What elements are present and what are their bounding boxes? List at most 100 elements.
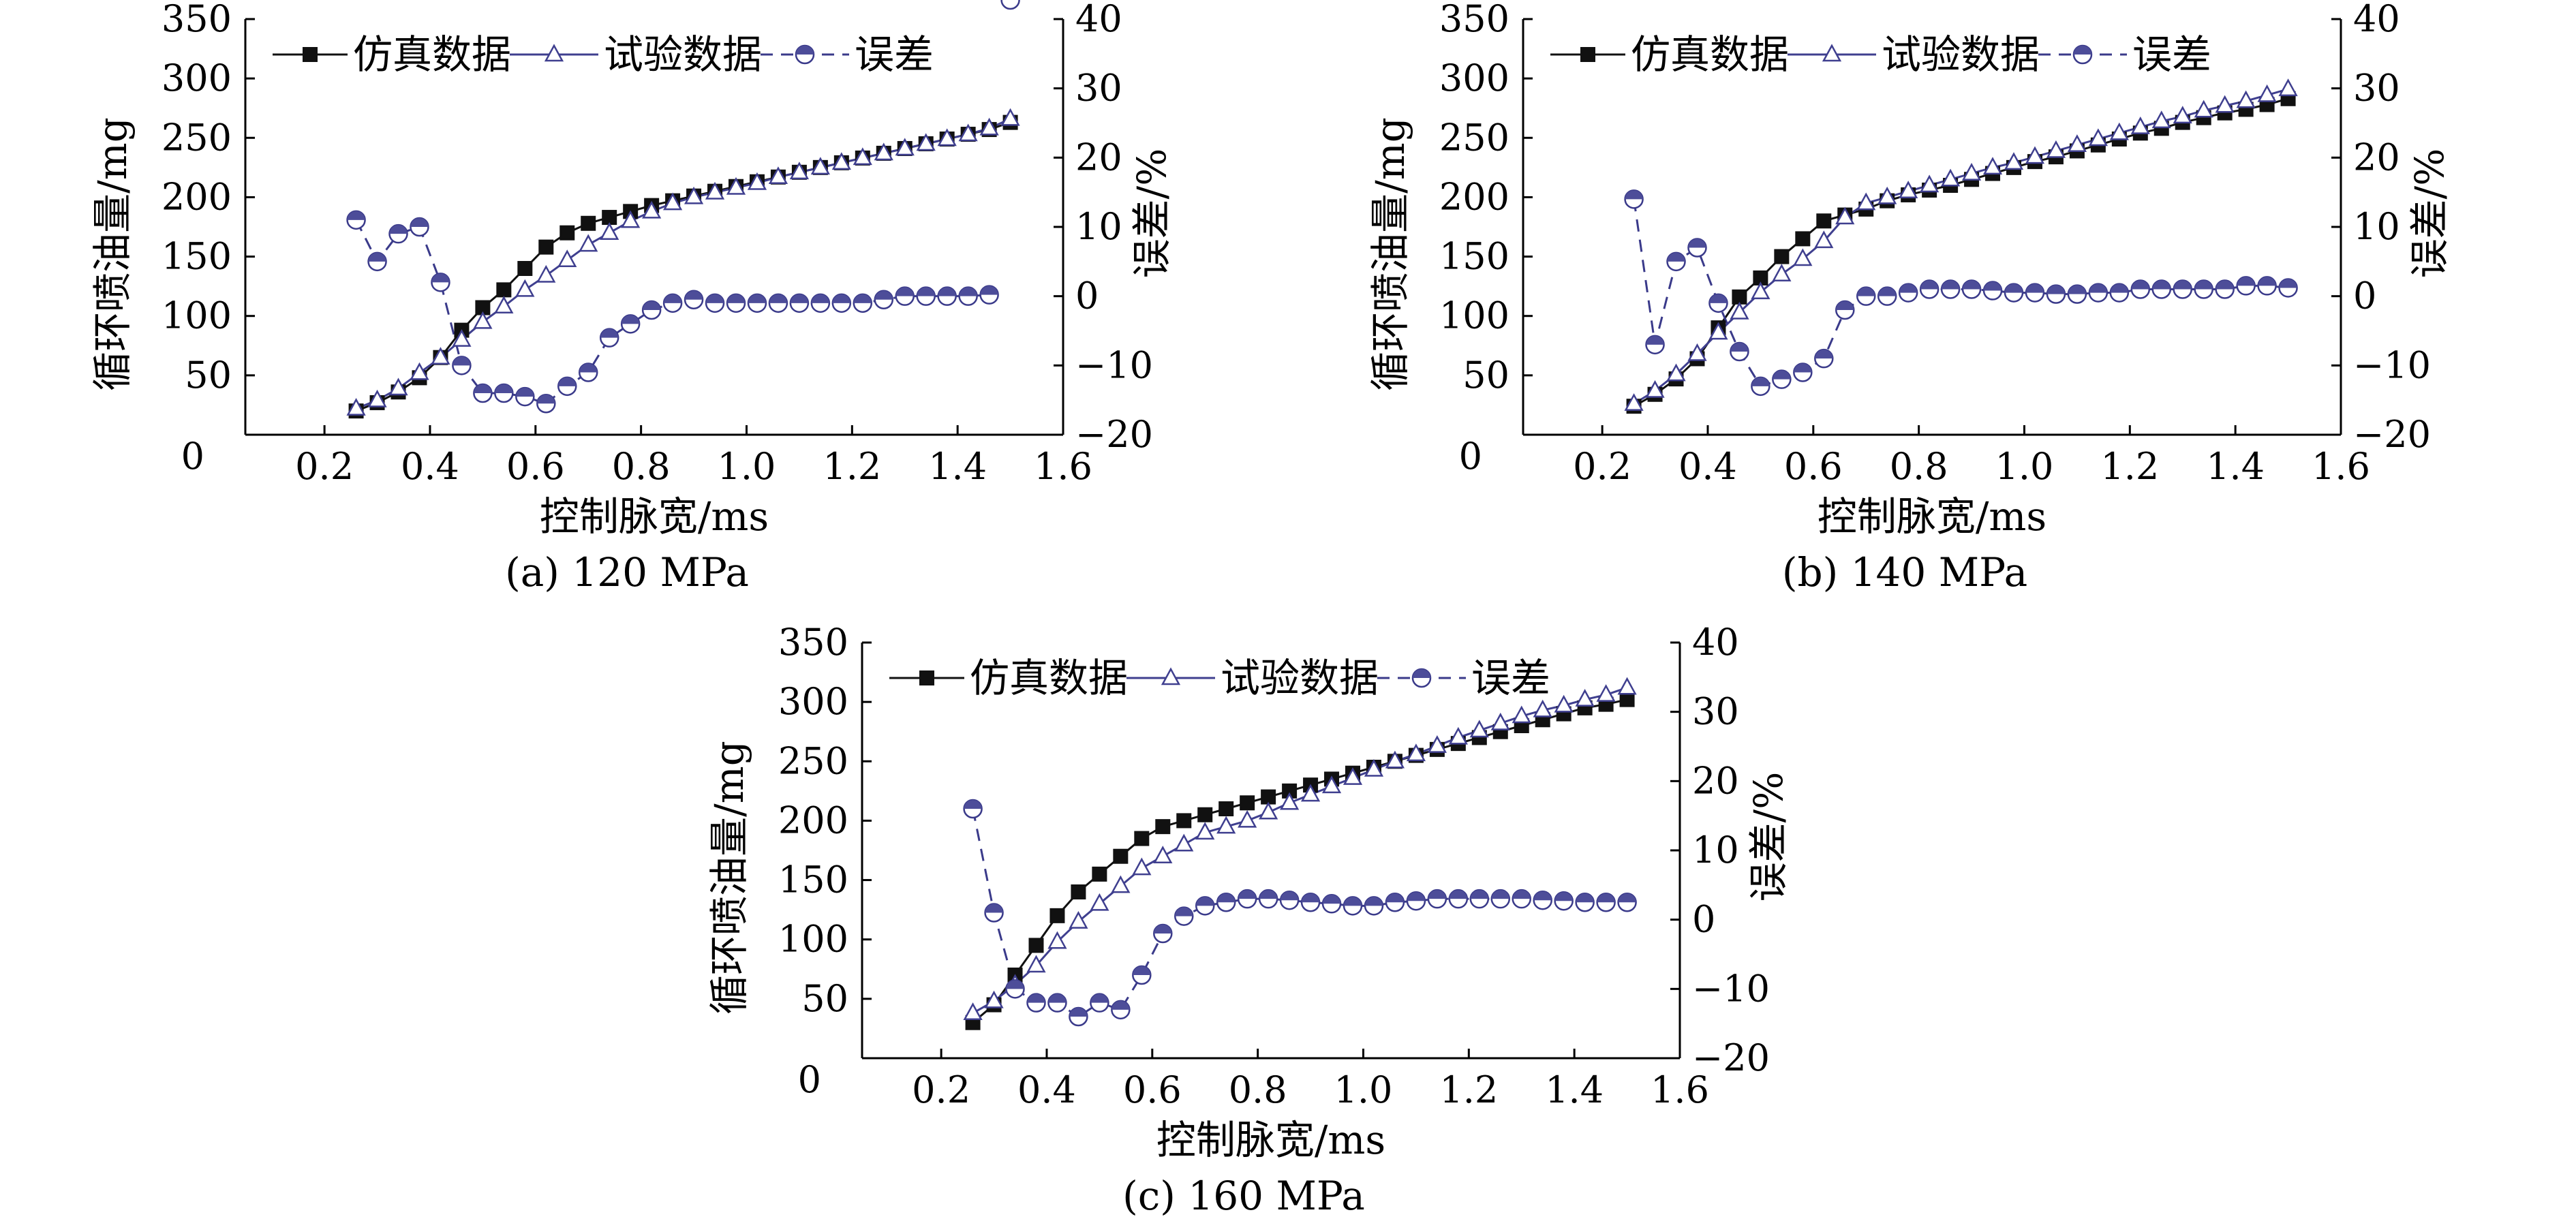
sim-point [1028,938,1044,953]
legend-sim-label: 仿真数据 [970,655,1128,701]
exp-point [1000,108,1020,126]
err-point-fill [1069,1008,1088,1017]
exp-point [1856,192,1876,211]
exp-point [452,328,472,347]
err-point-fill [1344,897,1362,906]
err-point-fill [2046,285,2065,294]
y2-tick-label: −20 [1692,1036,1770,1079]
err-point [1856,286,1876,306]
legend-exp-marker [1161,667,1181,685]
err-point-fill [1899,283,1918,293]
exp-point [494,296,514,314]
exp-point [621,210,641,228]
x-tick-label: 1.0 [1334,1068,1393,1111]
err-point-fill [1533,891,1552,901]
y-tick-label: 350 [1439,0,1509,40]
err-point [1406,891,1426,911]
err-point-fill [2237,277,2255,286]
exp-point [2067,134,2087,152]
err-point-fill [453,356,471,366]
err-point [1343,896,1363,916]
exp-point [1751,281,1770,300]
err-point [1751,376,1770,397]
err-point [1898,283,1918,303]
err-point-fill [917,287,935,296]
err-point-fill [811,294,829,303]
y2-tick-label: 0 [1075,275,1099,318]
y2-tick-label: 20 [1075,136,1122,179]
err-point [367,251,387,272]
y-tick-label: 300 [778,680,848,723]
err-point [1000,0,1020,10]
exp-point [2236,90,2256,108]
exp-point [1533,699,1552,717]
err-point [1069,1006,1088,1027]
y-tick-label: 200 [778,799,848,842]
err-point [705,293,725,313]
y-tick-label: 50 [801,977,848,1020]
sim-point [1816,213,1832,229]
chart-panel-2: 0 50 100 150 200 250 300 350 −20 −10 0 10 20 30 40 0.2 0… [1367,0,2453,596]
err-point-fill [985,904,1003,913]
y-tick-label: 0 [1459,435,1482,478]
err-point-fill [537,395,555,404]
err-point-fill [2215,280,2234,290]
err-point-fill [1006,980,1024,989]
x-tick-label: 0.6 [506,445,565,488]
exp-point [473,311,493,329]
exp-point [726,176,746,195]
err-point-fill [2005,283,2023,293]
err-point-fill [1597,893,1615,903]
err-point [895,286,915,306]
err-point-fill [895,287,914,296]
err-point-fill [622,315,640,324]
y-tick-label: 0 [798,1058,821,1101]
exp-point [1406,743,1426,762]
sim-point [538,239,554,255]
exp-series-line [972,686,1628,1015]
err-point-fill [1646,335,1664,345]
exp-point [1300,784,1321,802]
err-point-fill [1111,1000,1130,1010]
y-tick-label: 100 [162,294,232,337]
err-point [1961,279,1982,299]
err-point [1132,965,1152,985]
legend: 仿真数据 试验数据 误差 [273,31,934,78]
exp-point [1259,801,1278,820]
err-point-fill [1449,890,1467,899]
err-point [768,293,788,313]
err-point [2046,284,2066,304]
err-point [2088,283,2109,303]
y2-tick-label: 30 [1692,690,1739,733]
x-tick-label: 0.2 [295,445,354,488]
exp-point [1153,846,1173,863]
y-tick-label: 350 [778,621,848,664]
err-point [515,386,535,407]
y2-tick-label: 30 [1075,67,1122,110]
err-point-fill [1618,893,1636,903]
err-point [1111,1000,1131,1020]
err-point [599,328,619,348]
exp-point [1174,833,1194,852]
err-point [984,903,1004,923]
err-point-fill [2279,279,2297,288]
sim-point [1113,848,1129,864]
err-point [431,273,450,292]
y2-tick-label: 30 [2353,67,2400,110]
err-point [1645,335,1665,355]
exp-point [388,377,408,396]
exp-point [1899,181,1918,198]
exp-point [1279,792,1300,810]
x-tick-label: 0.6 [1784,445,1843,488]
y2-axis-title: 误差/% [2406,149,2453,279]
err-point [1687,238,1707,258]
err-point [578,362,598,382]
sim-point [581,215,596,231]
legend-exp-label: 试验数据 [1882,31,2040,78]
err-point-fill [1027,993,1045,1003]
exp-point [1490,712,1510,730]
exp-point [1385,750,1405,769]
err-point-fill [1407,892,1425,901]
err-point [536,394,556,414]
x-tick-label: 1.2 [823,445,881,488]
